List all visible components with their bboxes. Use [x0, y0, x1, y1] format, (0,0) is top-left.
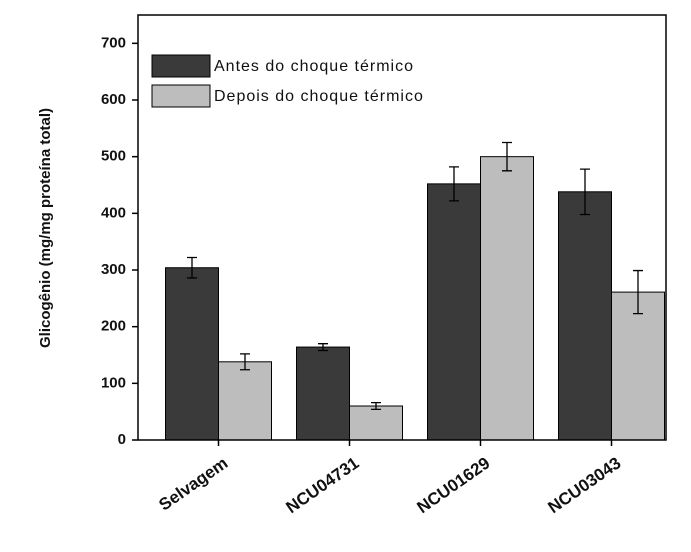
error-bar [371, 401, 381, 411]
bar [296, 346, 350, 441]
error-bar [580, 168, 590, 216]
error-bar [318, 343, 328, 352]
y-tick-label: 500 [101, 148, 126, 165]
bar [480, 156, 534, 441]
bar [165, 267, 219, 441]
error-bar [240, 353, 250, 371]
error-bar [502, 141, 512, 172]
bar [349, 405, 403, 441]
x-tick-label: NCU03043 [545, 453, 625, 517]
x-tick-label: NCU01629 [414, 453, 494, 517]
y-tick-label: 600 [101, 91, 126, 108]
y-axis-label: Glicogênio (mg/mg proteína total) [37, 108, 54, 348]
y-tick-label: 0 [118, 431, 126, 448]
y-tick-label: 100 [101, 374, 126, 391]
x-tick-label: Selvagem [155, 453, 231, 514]
legend-swatch [151, 84, 211, 108]
plot-frame [137, 14, 667, 441]
bar [218, 361, 272, 441]
y-tick-label: 700 [101, 34, 126, 51]
error-bar [449, 166, 459, 202]
bar [558, 191, 612, 441]
x-tick-label: NCU04731 [283, 453, 363, 517]
bar [427, 183, 481, 441]
bar [611, 291, 665, 441]
error-bar [633, 269, 643, 315]
y-tick-label: 200 [101, 318, 126, 335]
legend-label: Depois do choque térmico [214, 88, 424, 105]
y-tick-label: 300 [101, 261, 126, 278]
y-tick-label: 400 [101, 204, 126, 221]
legend-swatch [151, 54, 211, 78]
legend-label: Antes do choque térmico [214, 58, 414, 75]
error-bar [187, 256, 197, 279]
